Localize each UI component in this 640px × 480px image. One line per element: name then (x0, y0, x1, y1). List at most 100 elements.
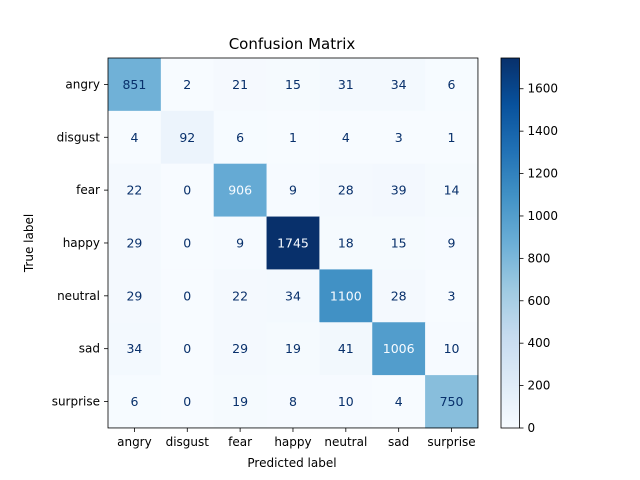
matrix-cell (319, 110, 373, 165)
y-axis-ticks: angry disgust fear happy neutral sad surprise (52, 77, 108, 409)
matrix-cell (213, 216, 268, 270)
matrix-cell (160, 216, 215, 270)
matrix-cell (160, 322, 215, 376)
cell-value: 0 (183, 183, 191, 198)
cell-value: 1 (448, 130, 456, 145)
x-tick-label: sad (388, 435, 409, 449)
x-tick-label: fear (228, 435, 252, 449)
matrix-cell (372, 58, 426, 112)
chart-title: Confusion Matrix (229, 35, 356, 53)
cell-value: 851 (122, 77, 146, 92)
matrix-cell (372, 375, 426, 429)
matrix-cell (425, 322, 479, 376)
matrix-cell (108, 58, 162, 112)
cell-value: 4 (130, 130, 138, 145)
matrix-cell (108, 269, 162, 323)
matrix-cell (266, 375, 320, 429)
y-axis-label: True label (22, 214, 36, 273)
matrix-cell (425, 110, 479, 165)
matrix-cell (108, 110, 162, 165)
x-axis-ticks: angry disgust fear happy neutral sad surprise (117, 427, 476, 449)
matrix-cell (266, 110, 320, 165)
matrix-cell (213, 58, 268, 112)
matrix-cell (266, 322, 320, 376)
cell-value: 3 (448, 288, 456, 303)
y-tick-label: happy (63, 236, 100, 250)
matrix-cell (425, 58, 479, 112)
x-tick-label: neutral (324, 435, 367, 449)
cell-value: 10 (338, 394, 354, 409)
matrix-cell (425, 163, 479, 218)
matrix-cell (372, 269, 426, 323)
cell-value: 18 (338, 235, 354, 250)
cell-value: 29 (126, 288, 142, 303)
matrix-cell (108, 322, 162, 376)
cell-value: 0 (183, 288, 191, 303)
cell-value: 9 (448, 235, 456, 250)
matrix-cell (266, 58, 320, 112)
colorbar-tick-label: 0 (528, 421, 536, 435)
matrix-cell (160, 375, 215, 429)
colorbar-tick-label: 800 (528, 251, 551, 265)
y-tick-label: surprise (52, 395, 100, 409)
matrix-cell (372, 110, 426, 165)
matrix-cell (319, 375, 373, 429)
cell-value: 0 (183, 394, 191, 409)
y-tick-label: fear (76, 183, 100, 197)
matrix-cell (425, 216, 479, 270)
cell-value: 14 (444, 183, 460, 198)
matrix-cell (213, 269, 268, 323)
cell-value: 22 (126, 183, 142, 198)
cell-value: 22 (232, 288, 248, 303)
matrix-cell (108, 375, 162, 429)
cell-value: 34 (285, 288, 301, 303)
cell-value: 2 (183, 77, 191, 92)
cell-value: 10 (444, 341, 460, 356)
y-tick-label: angry (65, 77, 100, 91)
cell-value: 29 (126, 235, 142, 250)
cell-value: 34 (126, 341, 142, 356)
cell-value: 4 (395, 394, 403, 409)
matrix-cell (372, 163, 426, 218)
cell-value: 1006 (383, 341, 415, 356)
cell-value: 6 (236, 130, 244, 145)
x-tick-label: disgust (166, 435, 210, 449)
colorbar-tick-label: 600 (528, 294, 551, 308)
cell-value: 6 (448, 77, 456, 92)
colorbar-tick-label: 200 (528, 379, 551, 393)
matrix-cell (108, 216, 162, 270)
cell-value: 1 (289, 130, 297, 145)
cell-value: 8 (289, 394, 297, 409)
matrix-cell (213, 322, 268, 376)
matrix-cell (319, 269, 373, 323)
matrix-cell (213, 375, 268, 429)
matrix-cell (266, 269, 320, 323)
x-tick-label: angry (117, 435, 152, 449)
cell-value: 39 (391, 183, 407, 198)
cell-value: 9 (289, 183, 297, 198)
colorbar-tick-label: 1200 (528, 167, 559, 181)
y-tick-label: neutral (57, 289, 100, 303)
colorbar-tick-label: 400 (528, 336, 551, 350)
cell-value: 750 (440, 394, 464, 409)
cell-value: 906 (228, 183, 252, 198)
cell-value: 6 (130, 394, 138, 409)
x-tick-label: surprise (427, 435, 475, 449)
cell-value: 21 (232, 77, 248, 92)
matrix-cell (319, 322, 373, 376)
matrix-cell (266, 216, 320, 270)
cell-value: 1100 (330, 288, 362, 303)
matrix-cell (160, 163, 215, 218)
colorbar-tick-label: 1600 (528, 82, 559, 96)
colorbar-tick-label: 1400 (528, 124, 559, 138)
cell-value: 31 (338, 77, 354, 92)
cell-value: 41 (338, 341, 354, 356)
cell-value: 15 (391, 235, 407, 250)
cell-value: 0 (183, 341, 191, 356)
matrix-cell (160, 269, 215, 323)
cell-value: 3 (395, 130, 403, 145)
matrix-cell (425, 269, 479, 323)
cell-value: 1745 (277, 235, 309, 250)
colorbar-gradient (500, 57, 520, 429)
